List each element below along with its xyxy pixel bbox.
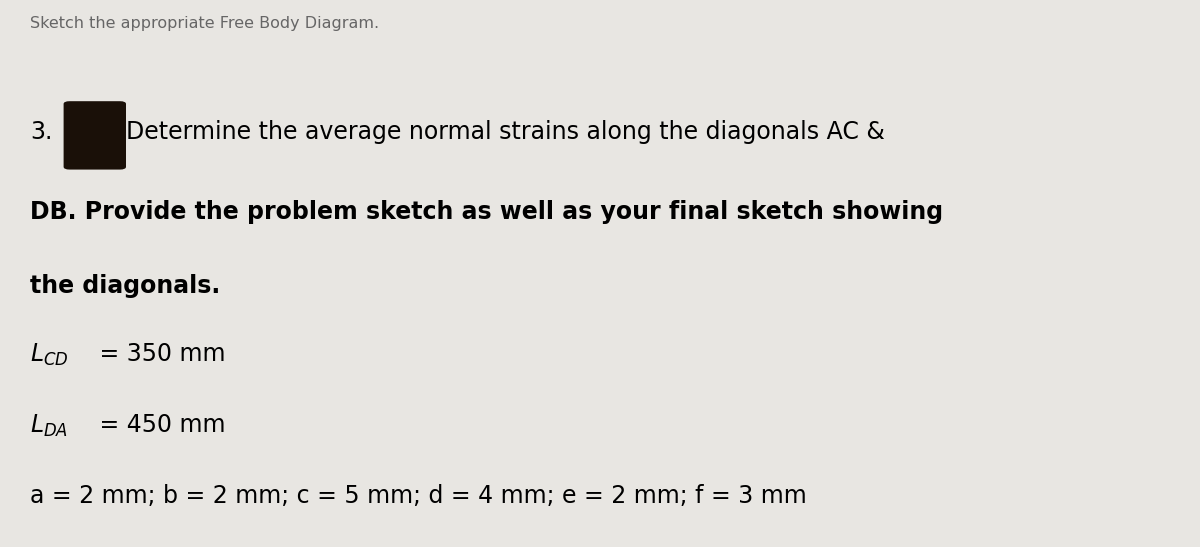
Text: Sketch the appropriate Free Body Diagram.: Sketch the appropriate Free Body Diagram… bbox=[30, 16, 379, 31]
Text: the diagonals.: the diagonals. bbox=[30, 274, 221, 298]
Text: $L_{CD}$: $L_{CD}$ bbox=[30, 342, 68, 368]
FancyBboxPatch shape bbox=[64, 101, 126, 170]
Text: Determine the average normal strains along the diagonals AC &: Determine the average normal strains alo… bbox=[126, 120, 884, 144]
Text: = 350 mm: = 350 mm bbox=[92, 342, 226, 366]
Text: 3.: 3. bbox=[30, 120, 53, 144]
Text: DB. Provide the problem sketch as well as your final sketch showing: DB. Provide the problem sketch as well a… bbox=[30, 200, 943, 224]
Text: = 450 mm: = 450 mm bbox=[92, 413, 226, 437]
Text: a = 2 mm; b = 2 mm; c = 5 mm; d = 4 mm; e = 2 mm; f = 3 mm: a = 2 mm; b = 2 mm; c = 5 mm; d = 4 mm; … bbox=[30, 484, 806, 508]
Text: $L_{DA}$: $L_{DA}$ bbox=[30, 413, 68, 439]
